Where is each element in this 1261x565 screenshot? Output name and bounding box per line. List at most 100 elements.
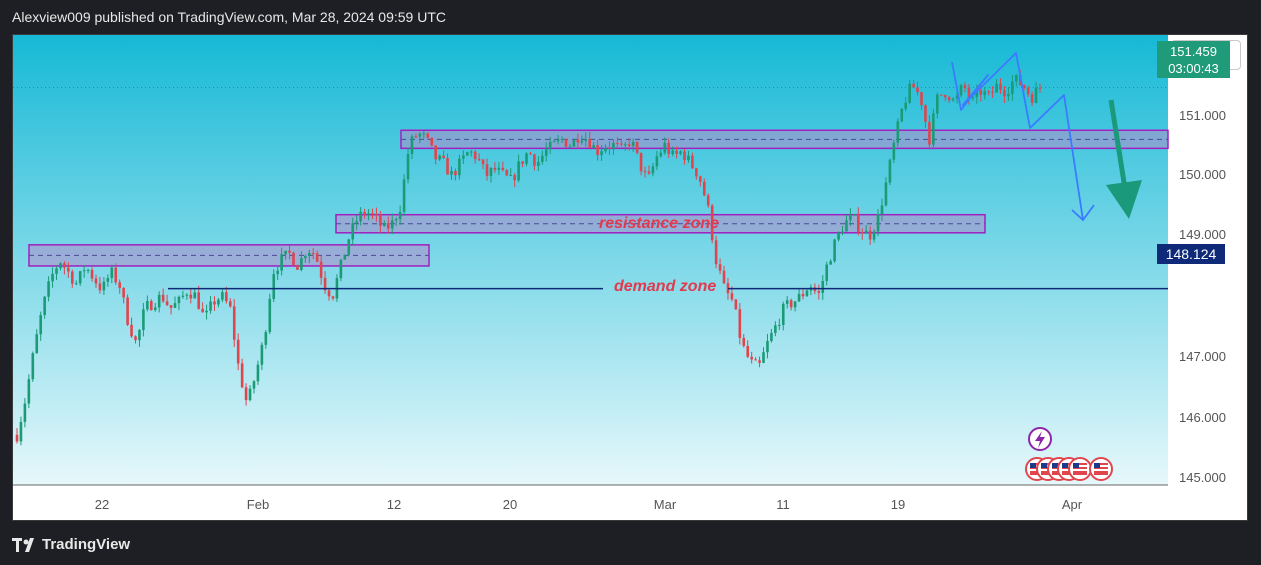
candle	[501, 161, 505, 172]
candle	[307, 249, 311, 264]
candle	[296, 264, 299, 270]
candle	[379, 211, 382, 234]
candle	[738, 303, 742, 345]
candle	[173, 296, 177, 309]
candle	[529, 151, 532, 155]
candle	[19, 416, 23, 446]
candle	[15, 428, 19, 444]
candle	[746, 340, 750, 359]
candle	[248, 385, 252, 402]
candle	[718, 258, 722, 275]
candle	[754, 357, 757, 361]
candle	[766, 333, 769, 359]
candle	[153, 302, 157, 312]
candle	[722, 265, 726, 285]
tradingview-logo-icon	[12, 537, 34, 552]
candle	[537, 156, 540, 172]
candle	[276, 265, 279, 281]
candle	[576, 133, 580, 149]
candle	[659, 149, 663, 158]
y-tick-label: 150.000	[1179, 167, 1226, 182]
x-tick-label: Mar	[654, 497, 677, 512]
candle	[383, 220, 386, 227]
candle	[469, 149, 473, 157]
candle	[817, 284, 821, 300]
candle	[43, 295, 46, 319]
candle	[110, 264, 114, 284]
resistance-zone-label: resistance zone	[599, 215, 720, 232]
tradingview-brand[interactable]: TradingView	[12, 536, 130, 553]
candle	[608, 141, 611, 155]
candle	[762, 347, 765, 364]
candle	[390, 213, 394, 235]
candle	[86, 268, 90, 274]
candle	[872, 229, 876, 243]
candle	[943, 94, 947, 101]
candle	[564, 138, 568, 148]
candle	[23, 398, 27, 428]
candle	[896, 118, 900, 147]
candle	[639, 152, 643, 176]
candle	[193, 288, 197, 299]
us-flag-icon[interactable]	[1068, 457, 1092, 481]
projection-zigzag	[951, 52, 1084, 221]
x-tick-label: 22	[95, 497, 109, 512]
candle	[284, 250, 287, 260]
candle	[221, 288, 224, 303]
candle	[497, 162, 501, 176]
candle	[541, 150, 544, 165]
candle	[983, 87, 987, 100]
candle	[691, 152, 694, 170]
candle	[134, 335, 137, 344]
candle	[39, 311, 42, 341]
flash-icon[interactable]	[1028, 427, 1052, 451]
candle	[319, 255, 323, 285]
candle	[616, 137, 619, 150]
candle	[951, 96, 955, 103]
price-chart[interactable]: 151.000 150.000 149.000 147.000 146.000 145.0…	[13, 35, 1248, 521]
candle	[355, 215, 358, 231]
candle	[849, 208, 852, 226]
demand-zone-label: demand zone	[614, 278, 717, 295]
candle	[584, 132, 588, 147]
candle	[51, 267, 54, 288]
candle	[371, 208, 374, 219]
candle	[477, 153, 481, 162]
y-tick-label: 147.000	[1179, 349, 1226, 364]
candle	[481, 159, 485, 170]
candle	[552, 140, 556, 143]
candle	[643, 166, 647, 178]
candle	[880, 198, 884, 222]
candle	[706, 193, 710, 208]
us-flag-icon[interactable]	[1089, 457, 1113, 481]
candle	[801, 289, 805, 300]
demand-level-tag: 148.124	[1157, 244, 1225, 264]
candle	[604, 144, 607, 154]
candle	[544, 142, 548, 162]
candle	[623, 141, 627, 151]
candle	[612, 139, 615, 155]
candle	[213, 296, 216, 311]
candle	[462, 150, 465, 165]
candle	[888, 158, 892, 185]
candle	[695, 167, 698, 180]
candle	[414, 133, 418, 138]
chart-panel[interactable]: 151.000 150.000 149.000 147.000 146.000 145.0…	[12, 34, 1248, 521]
candle	[260, 342, 264, 371]
candle	[363, 208, 366, 219]
candle	[90, 267, 94, 282]
candle	[979, 82, 983, 102]
candle	[458, 154, 461, 180]
candle	[568, 143, 572, 149]
candle	[596, 139, 599, 161]
candle	[157, 291, 161, 313]
last-price-tag: 151.459 03:00:43	[1157, 41, 1230, 78]
candle	[789, 298, 793, 311]
candle	[225, 286, 228, 304]
candle	[209, 295, 212, 314]
x-tick-label: 20	[503, 497, 517, 512]
candle	[82, 265, 86, 278]
candle	[217, 297, 220, 308]
candle	[683, 149, 686, 165]
candle	[1015, 74, 1018, 87]
